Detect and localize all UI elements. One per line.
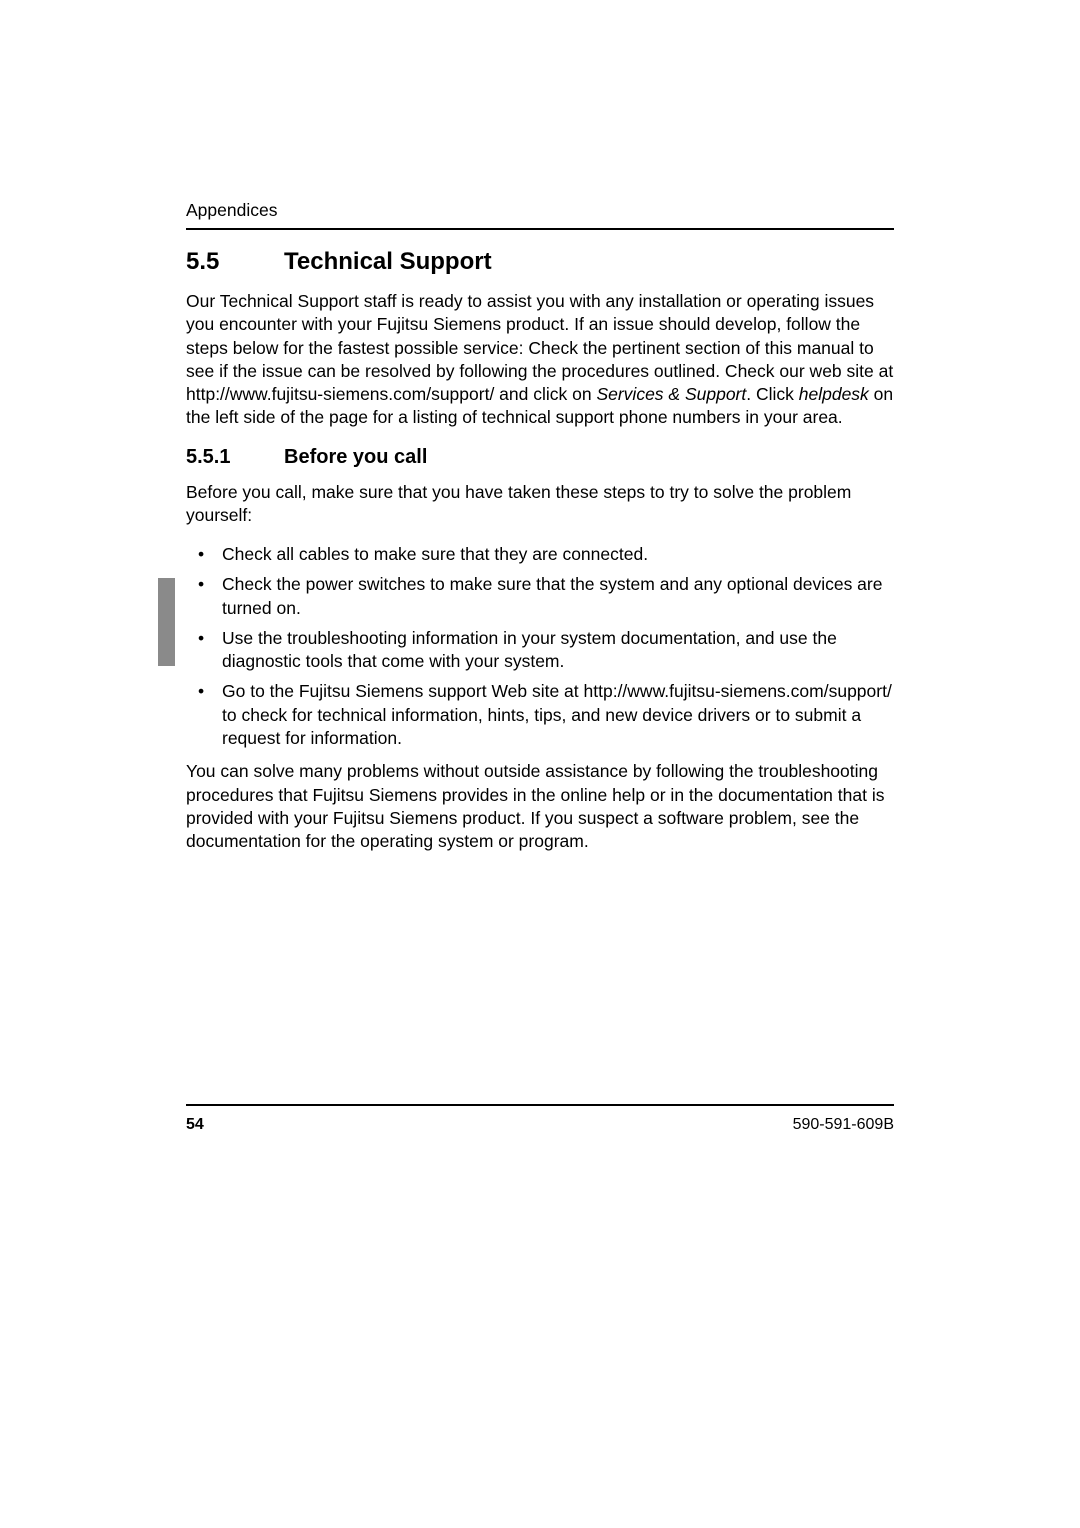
para-italic-1: Services & Support	[596, 384, 746, 404]
subsection-intro: Before you call, make sure that you have…	[186, 481, 894, 528]
list-item: Use the troubleshooting information in y…	[186, 627, 894, 674]
section-number: 5.5	[186, 248, 284, 276]
para-italic-2: helpdesk	[799, 384, 869, 404]
list-item: Go to the Fujitsu Siemens support Web si…	[186, 680, 894, 750]
subsection-closing: You can solve many problems without outs…	[186, 760, 894, 853]
bullet-list: Check all cables to make sure that they …	[186, 543, 894, 750]
section-paragraph: Our Technical Support staff is ready to …	[186, 290, 894, 430]
footer-rule	[186, 1104, 894, 1106]
subsection-number: 5.5.1	[186, 446, 284, 469]
running-header: Appendices	[186, 200, 894, 221]
list-item: Check the power switches to make sure th…	[186, 573, 894, 620]
footer-row: 54 590-591-609B	[186, 1116, 894, 1134]
para-text-2: . Click	[746, 384, 799, 404]
section-title: Technical Support	[284, 248, 492, 276]
subsection-title: Before you call	[284, 446, 427, 469]
document-id: 590-591-609B	[793, 1116, 894, 1134]
list-item: Check all cables to make sure that they …	[186, 543, 894, 566]
page-footer: 54 590-591-609B	[186, 1104, 894, 1134]
subsection-heading: 5.5.1 Before you call	[186, 446, 894, 469]
page-content: Appendices 5.5 Technical Support Our Tec…	[186, 200, 894, 869]
page-number: 54	[186, 1116, 204, 1134]
section-tab-marker	[158, 578, 175, 666]
header-rule	[186, 228, 894, 230]
section-heading: 5.5 Technical Support	[186, 248, 894, 276]
